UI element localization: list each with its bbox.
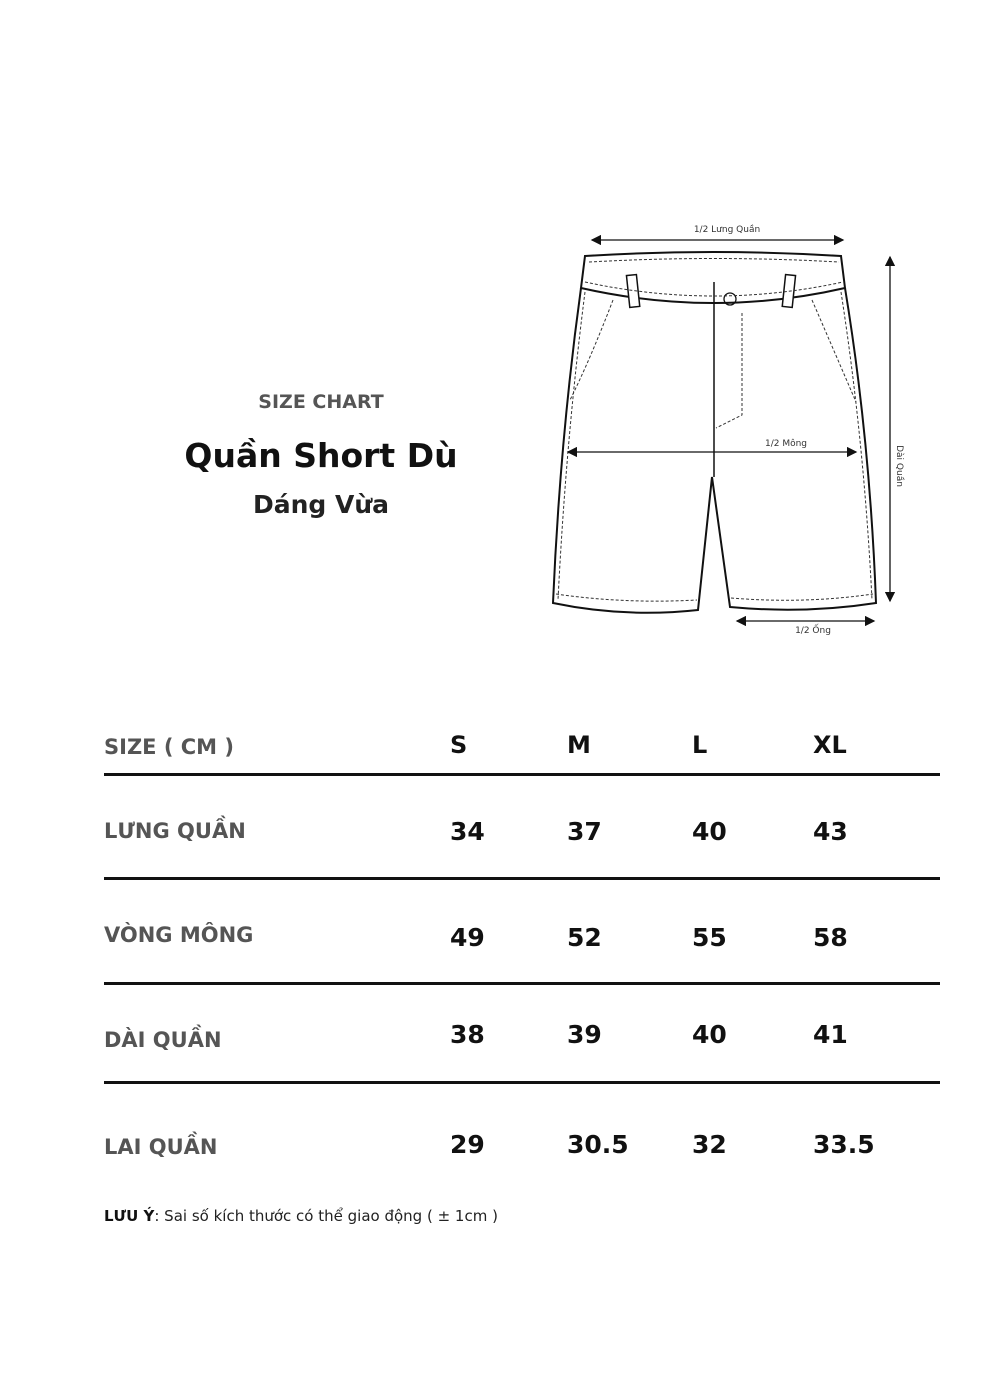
table-cell: 29 — [450, 1130, 485, 1159]
table-cell: 49 — [450, 923, 485, 952]
divider — [104, 773, 940, 776]
divider — [104, 982, 940, 985]
product-title: Quần Short Dù — [184, 436, 458, 475]
hip-label: 1/2 Mông — [765, 438, 807, 449]
table-cell: 39 — [567, 1020, 602, 1049]
shorts-diagram: 1/2 Lưng Quần 1/2 Mông 1/2 Ống Dài Quần — [551, 224, 905, 636]
stitching — [555, 258, 874, 602]
row-label: LAI QUẦN — [104, 1135, 218, 1159]
tolerance-note: LƯU Ý: Sai số kích thước có thể giao độn… — [104, 1207, 498, 1225]
table-cell: 41 — [813, 1020, 848, 1049]
row-label: VÒNG MÔNG — [104, 923, 254, 947]
table-cell: 43 — [813, 817, 848, 846]
size-header: L — [692, 731, 708, 759]
shorts-outline — [551, 251, 878, 614]
table-cell: 55 — [692, 923, 727, 952]
table-cell: 32 — [692, 1130, 727, 1159]
row-label: LƯNG QUẦN — [104, 819, 246, 843]
leg-opening-label: 1/2 Ống — [795, 623, 831, 636]
note-text: : Sai số kích thước có thể giao động ( ±… — [154, 1207, 498, 1225]
table-cell: 34 — [450, 817, 485, 846]
fit-subtitle: Dáng Vừa — [252, 490, 390, 519]
table-cell: 52 — [567, 923, 602, 952]
waist-label: 1/2 Lưng Quần — [694, 224, 760, 235]
table-cell: 38 — [450, 1020, 485, 1049]
size-header: M — [567, 731, 591, 759]
row-label: DÀI QUẦN — [104, 1028, 222, 1052]
size-header: S — [450, 731, 468, 759]
table-cell: 37 — [567, 817, 602, 846]
table-header-label: SIZE ( CM ) — [104, 735, 234, 759]
table-cell: 30.5 — [567, 1130, 629, 1159]
table-cell: 40 — [692, 817, 727, 846]
divider — [104, 877, 940, 880]
divider — [104, 1081, 940, 1084]
measurement-arrows — [566, 234, 896, 627]
size-chart-kicker: SIZE CHART — [258, 391, 384, 413]
table-cell: 40 — [692, 1020, 727, 1049]
table-cell: 33.5 — [813, 1130, 875, 1159]
size-header: XL — [813, 731, 847, 759]
length-label: Dài Quần — [894, 445, 905, 487]
table-cell: 58 — [813, 923, 848, 952]
note-label: LƯU Ý — [104, 1207, 155, 1225]
